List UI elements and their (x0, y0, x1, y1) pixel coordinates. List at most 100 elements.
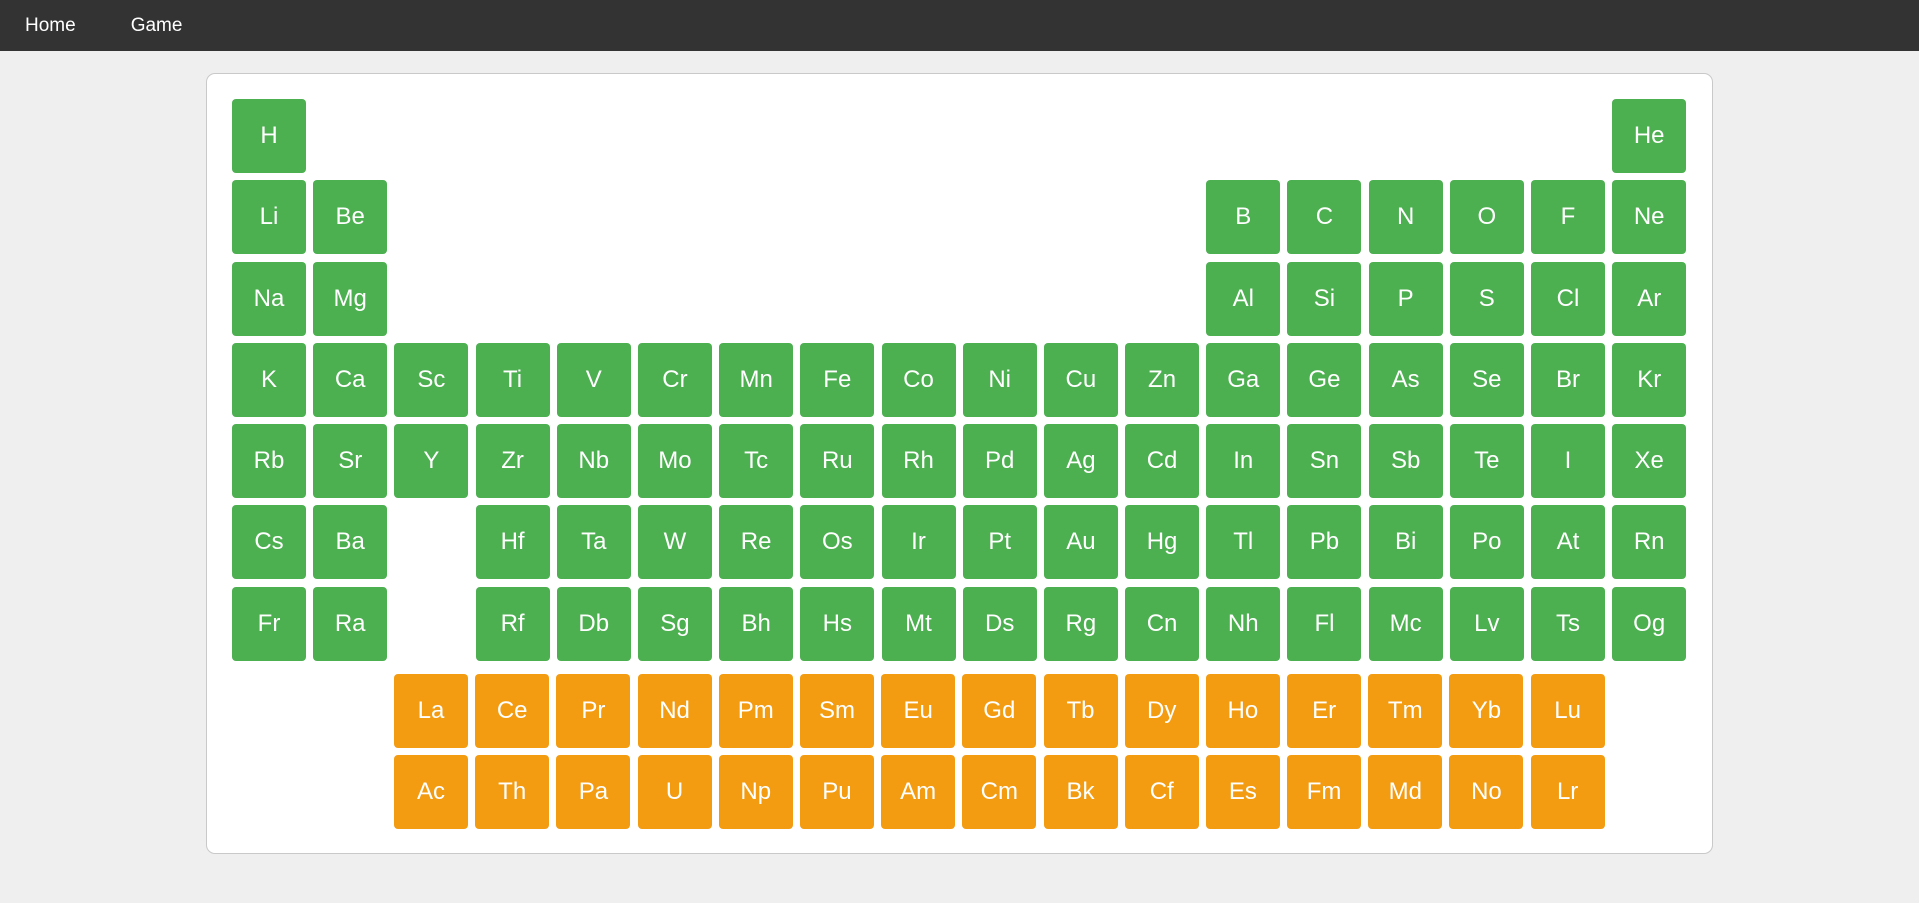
element-tile-si[interactable]: Si (1287, 261, 1362, 336)
element-tile-rb[interactable]: Rb (232, 424, 306, 499)
element-tile-mn[interactable]: Mn (719, 342, 794, 417)
element-tile-pm[interactable]: Pm (718, 674, 793, 748)
element-tile-cu[interactable]: Cu (1043, 342, 1118, 417)
element-tile-ra[interactable]: Ra (313, 586, 388, 661)
element-tile-ts[interactable]: Ts (1531, 586, 1605, 661)
nav-game-link[interactable]: Game (130, 15, 183, 36)
element-tile-cs[interactable]: Cs (232, 505, 306, 580)
element-tile-fe[interactable]: Fe (800, 342, 875, 417)
element-tile-la[interactable]: La (394, 674, 468, 748)
element-tile-ho[interactable]: Ho (1205, 674, 1280, 748)
element-tile-no[interactable]: No (1449, 755, 1524, 830)
element-tile-w[interactable]: W (637, 505, 712, 580)
element-tile-er[interactable]: Er (1287, 674, 1362, 748)
element-tile-pb[interactable]: Pb (1287, 505, 1362, 580)
element-tile-cm[interactable]: Cm (962, 755, 1037, 830)
element-tile-nd[interactable]: Nd (637, 674, 712, 748)
element-tile-cr[interactable]: Cr (637, 342, 712, 417)
element-tile-ar[interactable]: Ar (1612, 261, 1687, 336)
element-tile-os[interactable]: Os (800, 505, 875, 580)
element-tile-og[interactable]: Og (1612, 586, 1687, 661)
element-tile-fr[interactable]: Fr (232, 586, 306, 661)
element-tile-ge[interactable]: Ge (1287, 342, 1362, 417)
element-tile-cl[interactable]: Cl (1531, 261, 1605, 336)
element-tile-pt[interactable]: Pt (962, 505, 1037, 580)
element-tile-pa[interactable]: Pa (556, 755, 631, 830)
element-tile-mc[interactable]: Mc (1368, 586, 1443, 661)
element-tile-b[interactable]: B (1206, 180, 1281, 255)
element-tile-as[interactable]: As (1368, 342, 1443, 417)
element-tile-tb[interactable]: Tb (1043, 674, 1118, 748)
element-tile-na[interactable]: Na (232, 261, 306, 336)
element-tile-in[interactable]: In (1206, 424, 1281, 499)
element-tile-i[interactable]: I (1531, 424, 1605, 499)
element-tile-po[interactable]: Po (1449, 505, 1524, 580)
element-tile-am[interactable]: Am (881, 755, 956, 830)
element-tile-ga[interactable]: Ga (1206, 342, 1281, 417)
element-tile-fl[interactable]: Fl (1287, 586, 1362, 661)
element-tile-au[interactable]: Au (1043, 505, 1118, 580)
element-tile-cn[interactable]: Cn (1125, 586, 1200, 661)
nav-home-link[interactable]: Home (25, 15, 76, 36)
element-tile-se[interactable]: Se (1449, 342, 1524, 417)
element-tile-dy[interactable]: Dy (1124, 674, 1199, 748)
element-tile-al[interactable]: Al (1206, 261, 1281, 336)
element-tile-rf[interactable]: Rf (475, 586, 550, 661)
element-tile-mt[interactable]: Mt (881, 586, 956, 661)
element-tile-es[interactable]: Es (1205, 755, 1280, 830)
element-tile-s[interactable]: S (1449, 261, 1524, 336)
element-tile-tm[interactable]: Tm (1368, 674, 1443, 748)
element-tile-ca[interactable]: Ca (313, 342, 388, 417)
element-tile-ag[interactable]: Ag (1043, 424, 1118, 499)
element-tile-sc[interactable]: Sc (394, 342, 469, 417)
element-tile-f[interactable]: F (1531, 180, 1605, 255)
element-tile-sr[interactable]: Sr (313, 424, 388, 499)
element-tile-cf[interactable]: Cf (1124, 755, 1199, 830)
element-tile-br[interactable]: Br (1531, 342, 1605, 417)
element-tile-rn[interactable]: Rn (1612, 505, 1687, 580)
element-tile-be[interactable]: Be (313, 180, 388, 255)
element-tile-xe[interactable]: Xe (1612, 424, 1687, 499)
element-tile-sn[interactable]: Sn (1287, 424, 1362, 499)
element-tile-md[interactable]: Md (1368, 755, 1443, 830)
element-tile-hs[interactable]: Hs (800, 586, 875, 661)
element-tile-ba[interactable]: Ba (313, 505, 388, 580)
element-tile-co[interactable]: Co (881, 342, 956, 417)
element-tile-sm[interactable]: Sm (799, 674, 874, 748)
element-tile-mg[interactable]: Mg (313, 261, 388, 336)
element-tile-lu[interactable]: Lu (1530, 674, 1605, 748)
element-tile-fm[interactable]: Fm (1287, 755, 1362, 830)
element-tile-pu[interactable]: Pu (799, 755, 874, 830)
element-tile-np[interactable]: Np (718, 755, 793, 830)
element-tile-tc[interactable]: Tc (719, 424, 794, 499)
element-tile-cd[interactable]: Cd (1125, 424, 1200, 499)
element-tile-bk[interactable]: Bk (1043, 755, 1118, 830)
element-tile-rg[interactable]: Rg (1043, 586, 1118, 661)
element-tile-zr[interactable]: Zr (475, 424, 550, 499)
element-tile-sb[interactable]: Sb (1368, 424, 1443, 499)
element-tile-ru[interactable]: Ru (800, 424, 875, 499)
element-tile-th[interactable]: Th (475, 755, 550, 830)
element-tile-ne[interactable]: Ne (1612, 180, 1687, 255)
element-tile-k[interactable]: K (232, 342, 306, 417)
element-tile-lr[interactable]: Lr (1530, 755, 1605, 830)
element-tile-o[interactable]: O (1449, 180, 1524, 255)
element-tile-lv[interactable]: Lv (1449, 586, 1524, 661)
element-tile-p[interactable]: P (1368, 261, 1443, 336)
element-tile-n[interactable]: N (1368, 180, 1443, 255)
element-tile-hf[interactable]: Hf (475, 505, 550, 580)
element-tile-db[interactable]: Db (556, 586, 631, 661)
element-tile-pd[interactable]: Pd (962, 424, 1037, 499)
element-tile-rh[interactable]: Rh (881, 424, 956, 499)
element-tile-bi[interactable]: Bi (1368, 505, 1443, 580)
element-tile-sg[interactable]: Sg (637, 586, 712, 661)
element-tile-ir[interactable]: Ir (881, 505, 956, 580)
element-tile-hg[interactable]: Hg (1125, 505, 1200, 580)
element-tile-kr[interactable]: Kr (1612, 342, 1687, 417)
element-tile-v[interactable]: V (556, 342, 631, 417)
element-tile-mo[interactable]: Mo (637, 424, 712, 499)
element-tile-re[interactable]: Re (719, 505, 794, 580)
element-tile-nb[interactable]: Nb (556, 424, 631, 499)
element-tile-ac[interactable]: Ac (394, 755, 468, 830)
element-tile-ni[interactable]: Ni (962, 342, 1037, 417)
